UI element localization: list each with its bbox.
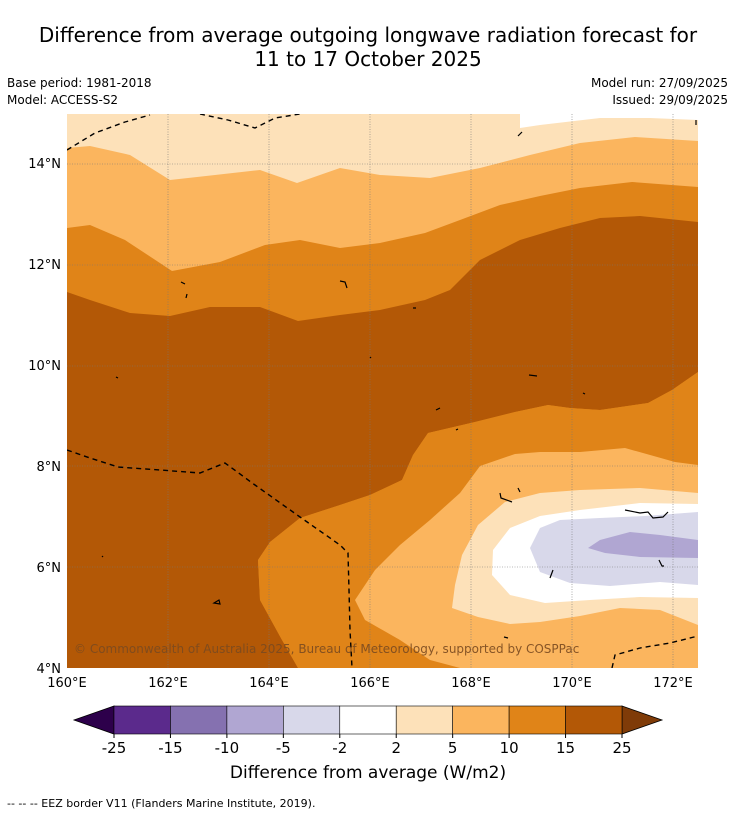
- eez-border: [67, 114, 698, 668]
- olr-anomaly-field: [67, 114, 698, 668]
- colorbar-tick-label: 15: [556, 739, 575, 757]
- map-title-line1: Difference from average outgoing longwav…: [38, 23, 698, 47]
- lon-label: 172°E: [653, 676, 693, 691]
- base-period: Base period: 1981-2018: [7, 76, 152, 90]
- colorbar-tick-label: -5: [276, 739, 291, 757]
- colorbar-tick-label: 25: [612, 739, 631, 757]
- lon-label: 160°E: [47, 676, 87, 691]
- anomaly-band-neg-5-10: [588, 532, 698, 558]
- lat-label: 10°N: [28, 359, 61, 374]
- map-title-line2: 11 to 17 October 2025: [254, 47, 482, 71]
- colorbar-tick-label: 2: [391, 739, 401, 757]
- colorbar-cell: [508, 705, 566, 735]
- latitude-labels: 14°N 12°N 10°N 8°N 6°N 4°N: [28, 157, 61, 677]
- issued-date: Issued: 29/09/2025: [612, 93, 728, 107]
- colorbar-cell: [565, 705, 623, 735]
- colorbar-cell: [283, 705, 341, 735]
- lat-label: 12°N: [28, 258, 61, 273]
- lat-label: 4°N: [37, 662, 62, 677]
- lon-label: 164°E: [249, 676, 289, 691]
- colorbar-cell: [170, 705, 228, 735]
- colorbar-cell: [226, 705, 284, 735]
- colorbar-tick-label: -25: [102, 739, 127, 757]
- model-name: Model: ACCESS-S2: [7, 93, 119, 107]
- copyright-notice: © Commonwealth of Australia 2025, Bureau…: [74, 642, 579, 656]
- colorbar-cell: [395, 705, 453, 735]
- colorbar-tick-label: -15: [158, 739, 183, 757]
- colorbar-tick-label: -2: [332, 739, 347, 757]
- lat-label: 6°N: [37, 561, 62, 576]
- colorbar-tick-label: 10: [500, 739, 519, 757]
- colorbar-tick-label: -10: [215, 739, 240, 757]
- lon-label: 170°E: [552, 676, 592, 691]
- lon-label: 166°E: [350, 676, 390, 691]
- lon-label: 168°E: [451, 676, 491, 691]
- graticule: [67, 114, 698, 668]
- colorbar-label: Difference from average (W/m2): [230, 763, 506, 783]
- lat-label: 8°N: [37, 460, 62, 475]
- islands: [101, 120, 697, 639]
- eez-footnote: -- -- -- EEZ border V11 (Flanders Marine…: [7, 797, 316, 810]
- colorbar-cell: [339, 705, 397, 735]
- colorbar: -25 -15 -10 -5 -2 2 5 10 15 25 Difference from av…: [72, 705, 664, 783]
- model-run: Model run: 27/09/2025: [590, 76, 728, 90]
- colorbar-cell: [113, 705, 171, 735]
- lat-label: 14°N: [28, 157, 61, 172]
- colorbar-tick-label: 5: [448, 739, 458, 757]
- lon-label: 162°E: [148, 676, 188, 691]
- anomaly-band-15-25: [67, 216, 698, 668]
- colorbar-cell: [452, 705, 510, 735]
- longitude-labels: 160°E 162°E 164°E 166°E 168°E 170°E 172°…: [47, 676, 693, 691]
- anomaly-band-10-15-east: [258, 372, 698, 668]
- colorbar-extend-high: [621, 705, 664, 735]
- colorbar-extend-low: [72, 705, 115, 735]
